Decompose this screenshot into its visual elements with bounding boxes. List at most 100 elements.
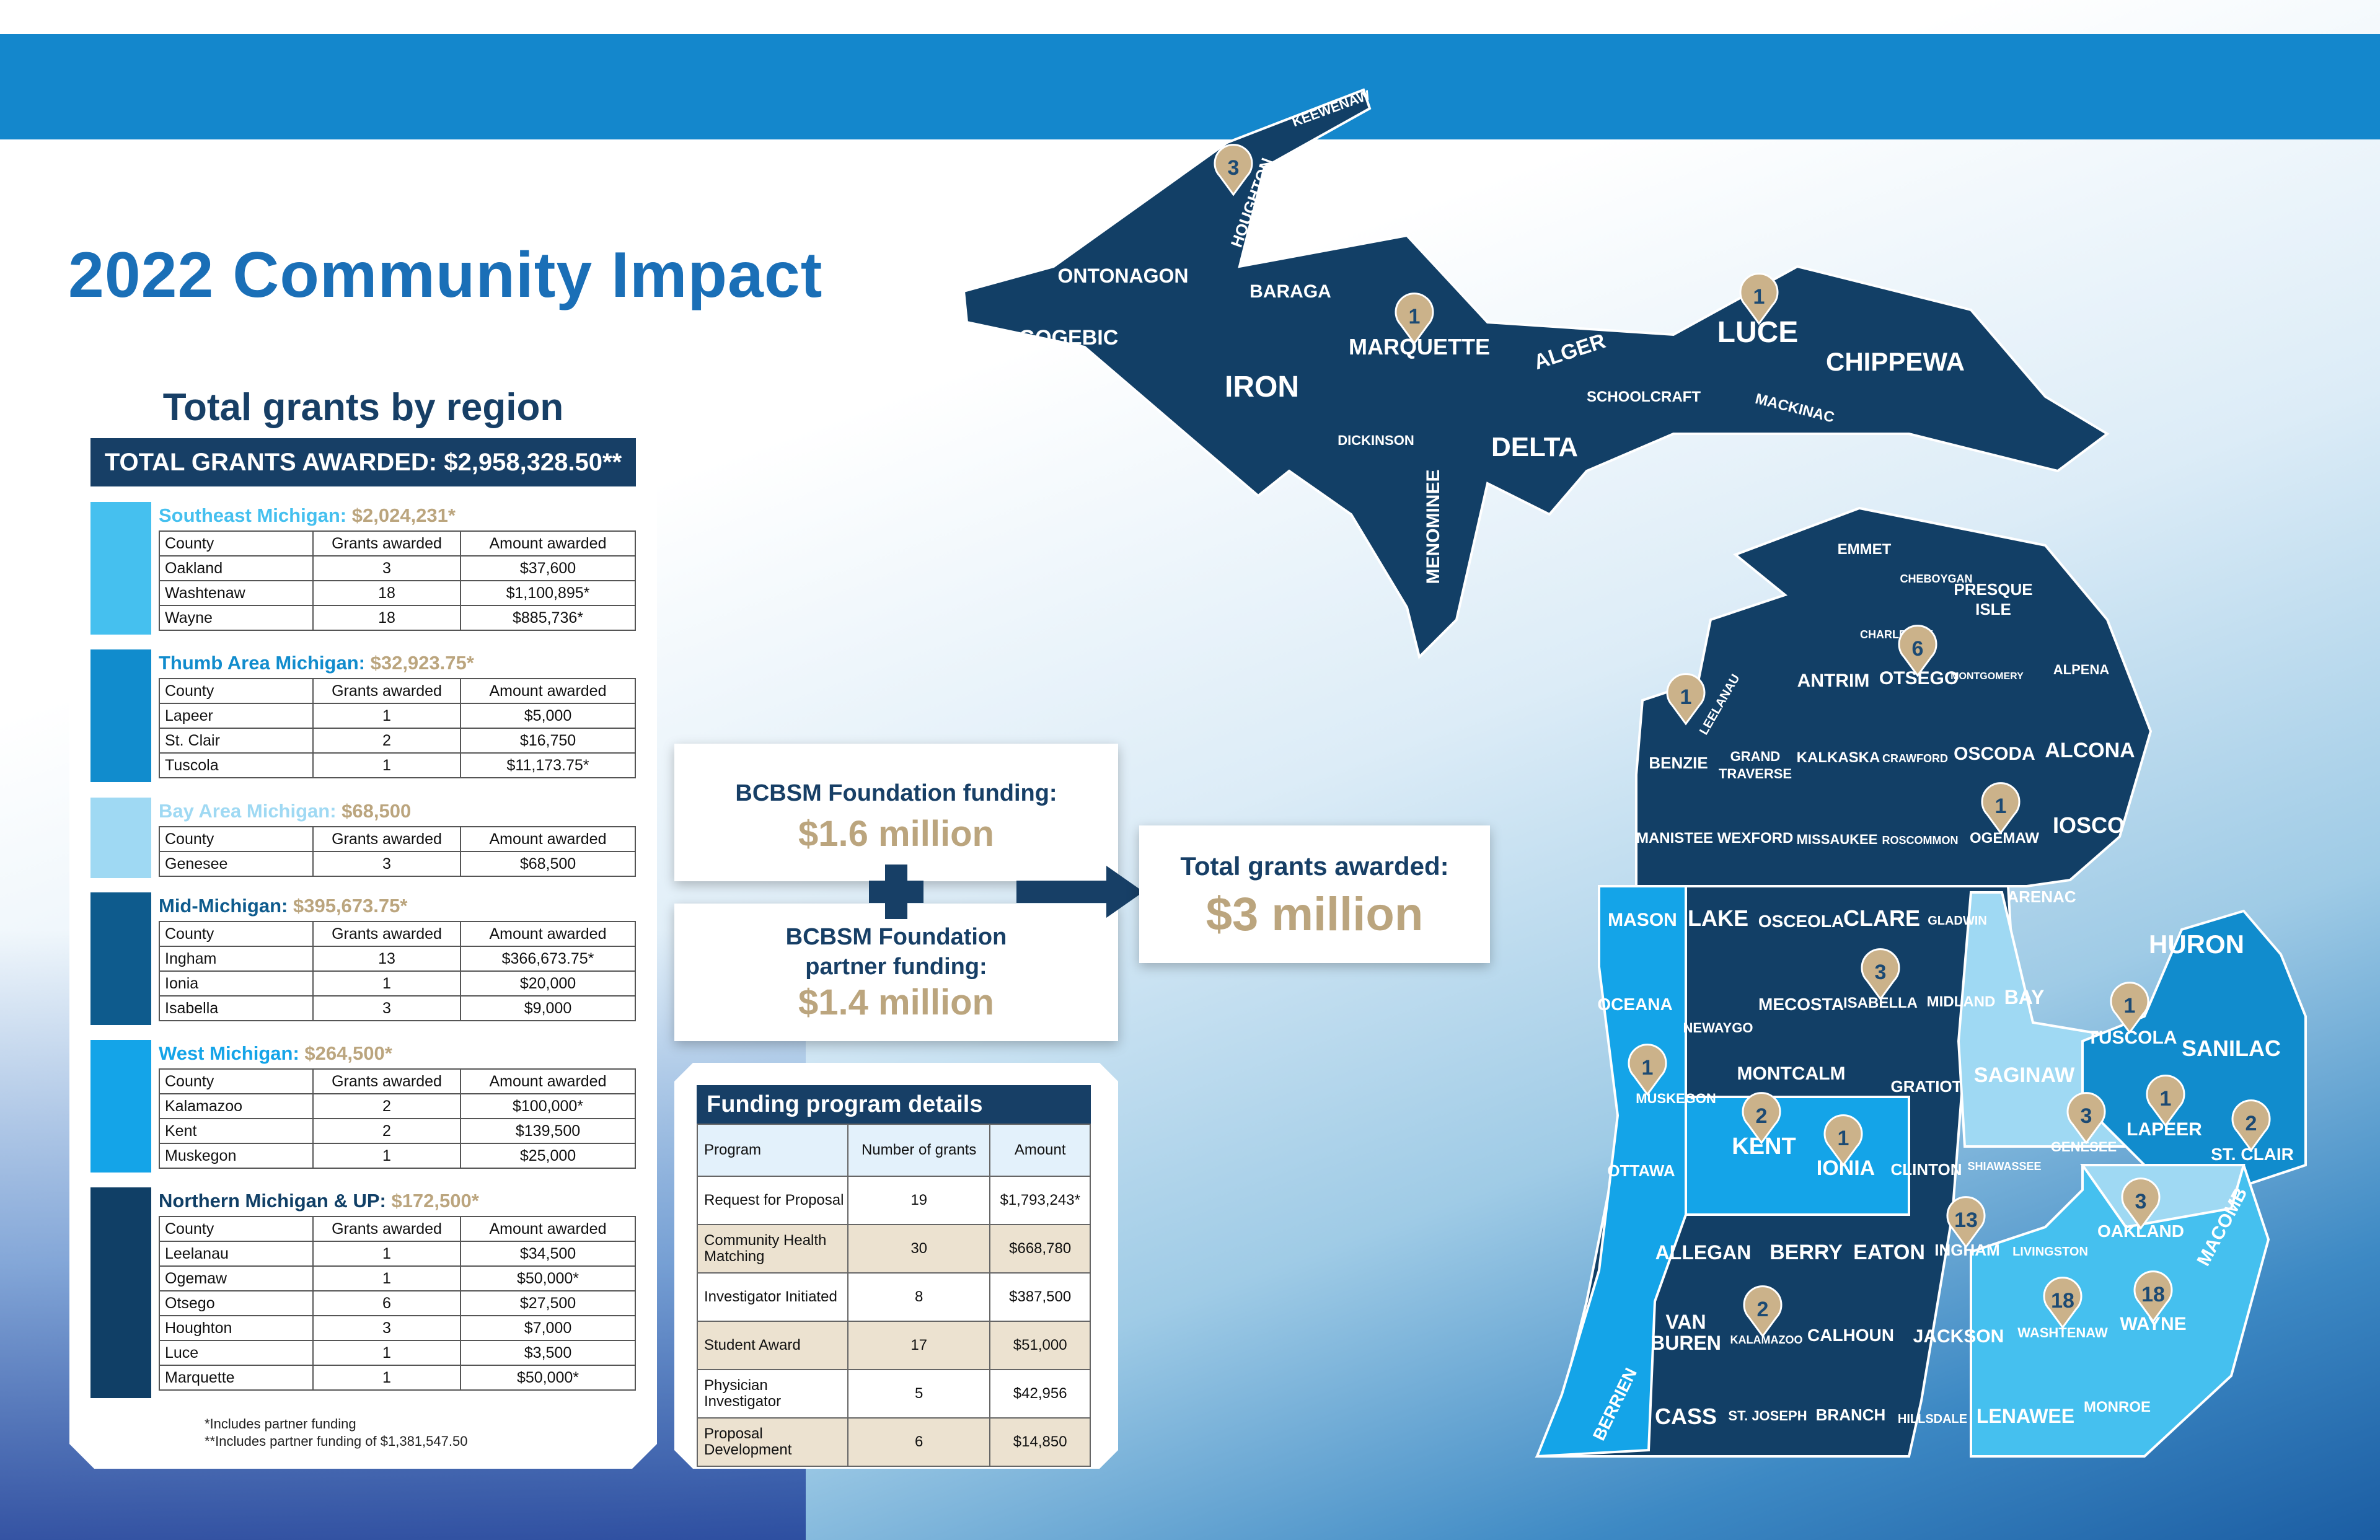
region-color-swatch (90, 649, 151, 782)
county-label: KALKASKA (1797, 749, 1880, 766)
program-cell: Investigator Initiated (697, 1273, 848, 1321)
map-pin-icon (1861, 948, 1900, 1001)
table-cell: $885,736* (461, 605, 635, 630)
map-pin-icon (2146, 1075, 2185, 1127)
region-title: Thumb Area Michigan: $32,923.75* (159, 652, 474, 674)
program-cell: $1,793,243* (990, 1176, 1090, 1225)
pin-count: 1 (1409, 305, 1421, 328)
pin-count: 18 (2141, 1283, 2165, 1306)
region-title: West Michigan: $264,500* (159, 1042, 392, 1065)
county-label: LAKE (1688, 905, 1748, 931)
table-row: Otsego 6 $27,500 (159, 1291, 635, 1316)
table-row: Luce 1 $3,500 (159, 1340, 635, 1365)
table-cell: Genesee (159, 851, 313, 876)
county-label: SCHOOLCRAFT (1587, 389, 1701, 405)
region-color-swatch (90, 1187, 151, 1398)
pin-count: 2 (1757, 1298, 1769, 1321)
header-bar (0, 34, 2380, 139)
plus-icon-bar (869, 881, 923, 903)
map-pin-icon (1898, 625, 1937, 677)
county-label: HURON (2149, 930, 2244, 959)
table-cell: 3 (313, 851, 461, 876)
col-header-amount: Amount (990, 1124, 1090, 1176)
county-label: MONTGOMERY (1950, 671, 2024, 682)
county-label: ANTRIM (1797, 671, 1870, 691)
county-label: MARQUETTE (1349, 334, 1490, 359)
table-row: Muskegon 1 $25,000 (159, 1143, 635, 1168)
table-header-cell: Amount awarded (461, 1069, 635, 1094)
northern-lower-peninsula-shape (1635, 506, 2153, 887)
table-header-cell: County (159, 827, 313, 851)
county-label: ROSCOMMON (1882, 834, 1959, 847)
table-header-cell: Grants awarded (313, 679, 461, 703)
foundation-funding-value: $1.6 million (798, 814, 994, 854)
map-pin-icon (1743, 1285, 1783, 1338)
county-label: BUREN (1651, 1332, 1721, 1354)
map-pin-icon (1946, 1196, 1986, 1249)
table-cell: Oakland (159, 556, 313, 581)
grant-count-pin: 18 (2043, 1277, 2082, 1329)
pin-count: 6 (1912, 637, 1924, 661)
pin-count: 1 (2160, 1087, 2172, 1111)
county-label: MENOMINEE (1423, 469, 1443, 584)
program-details-title: Funding program details (697, 1085, 1091, 1124)
table-row: Oakland 3 $37,600 (159, 556, 635, 581)
county-label: ONTONAGON (1058, 265, 1189, 287)
table-cell: 3 (313, 996, 461, 1021)
county-label: DELTA (1491, 432, 1578, 462)
footnote-partner-total: **Includes partner funding of $1,381,547… (205, 1433, 468, 1449)
county-label: SHIAWASSEE (1967, 1160, 2041, 1173)
page-title: 2022 Community Impact (68, 239, 823, 311)
panel-title: Total grants by region (162, 386, 564, 429)
table-cell: Otsego (159, 1291, 313, 1316)
map-pin-icon (2043, 1277, 2082, 1329)
table-cell: 13 (313, 946, 461, 971)
table-row: Ogemaw 1 $50,000* (159, 1266, 635, 1291)
pin-count: 3 (2081, 1104, 2092, 1128)
county-label: JACKSON (1913, 1326, 2004, 1347)
table-cell: $139,500 (461, 1119, 635, 1143)
county-label: MISSAUKEE (1797, 832, 1878, 847)
county-label: GRATIOT (1890, 1077, 1962, 1096)
table-cell: $50,000* (461, 1365, 635, 1390)
grant-count-pin: 3 (2066, 1092, 2106, 1145)
table-cell: $9,000 (461, 996, 635, 1021)
pin-count: 1 (1753, 285, 1765, 309)
county-label: WEXFORD (1717, 830, 1794, 847)
county-label: DICKINSON (1338, 433, 1414, 448)
region-name: West Michigan: (159, 1042, 305, 1064)
county-label: OTTAWA (1607, 1161, 1675, 1180)
program-cell: Student Award (697, 1321, 848, 1370)
county-label: GLADWIN (1928, 914, 1987, 928)
county-label: TUSCOLA (2087, 1027, 2177, 1048)
table-header-cell: Grants awarded (313, 922, 461, 946)
table-cell: Washtenaw (159, 581, 313, 605)
program-row: Physician Investigator 5 $42,956 (697, 1370, 1090, 1418)
partner-funding-label-1: BCBSM Foundation (785, 924, 1007, 950)
map-pin-icon (1981, 782, 2021, 835)
partner-funding-value: $1.4 million (798, 982, 994, 1023)
upper-peninsula-shape (962, 88, 2110, 659)
table-row: Tuscola 1 $11,173.75* (159, 753, 635, 778)
county-label: MECOSTA (1758, 995, 1844, 1014)
region-color-swatch (90, 798, 151, 878)
program-cell: $51,000 (990, 1321, 1090, 1370)
region-name: Thumb Area Michigan: (159, 652, 371, 674)
grant-count-pin: 2 (1742, 1092, 1781, 1145)
region-color-swatch (90, 1040, 151, 1173)
map-pin-icon (1739, 273, 1779, 325)
region-title: Mid-Michigan: $395,673.75* (159, 895, 407, 917)
county-label: BAY (2004, 986, 2045, 1008)
arrow-head-icon (1106, 866, 1144, 918)
pin-count: 1 (1642, 1056, 1654, 1080)
col-header-count: Number of grants (848, 1124, 990, 1176)
region-color-swatch (90, 502, 151, 635)
table-cell: $366,673.75* (461, 946, 635, 971)
county-label: GOGEBIC (1019, 326, 1119, 350)
foundation-funding-label: BCBSM Foundation funding: (735, 780, 1057, 806)
southeast-michigan-shape (1970, 1164, 2270, 1458)
foundation-funding-box: BCBSM Foundation funding: $1.6 million (674, 744, 1118, 881)
table-row: Genesee 3 $68,500 (159, 851, 635, 876)
col-header-program: Program (697, 1124, 848, 1176)
